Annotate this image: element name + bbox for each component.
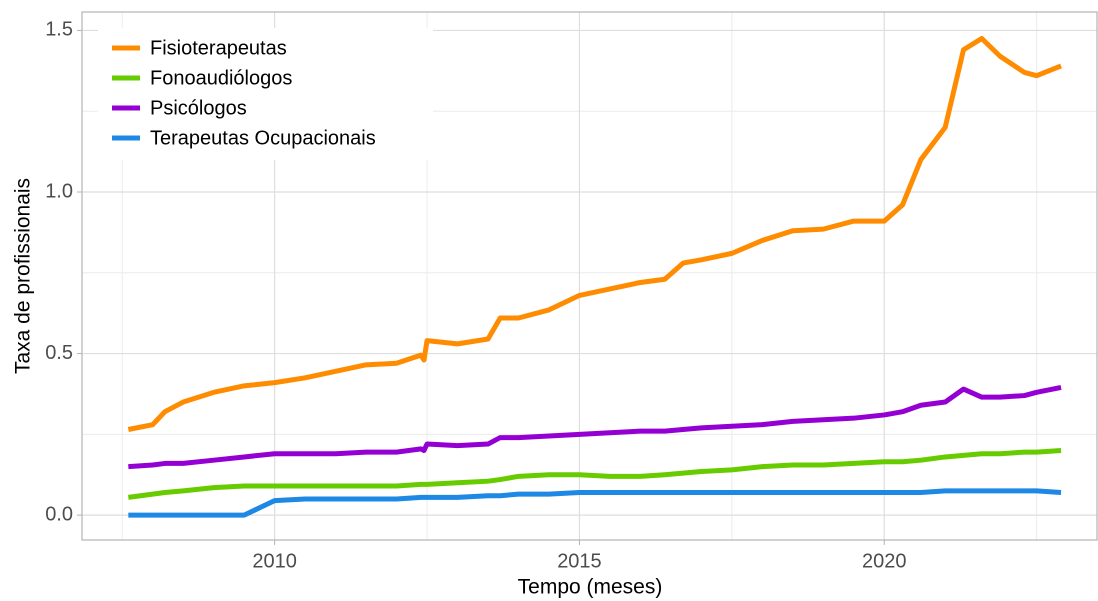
series-line: [127, 35, 1062, 432]
y-tick-label: 1.0: [45, 180, 73, 202]
x-axis-title: Tempo (meses): [518, 576, 663, 599]
legend-label: Psicólogos: [150, 97, 247, 119]
x-tick-label: 2020: [862, 550, 907, 572]
y-tick-label: 1.5: [45, 19, 73, 41]
y-tick-label: 0.0: [45, 503, 73, 525]
series-line: [128, 488, 1062, 518]
legend: Fisioterapeutas Fonoaudiólogos Psicólogos T…: [98, 28, 433, 160]
series-line: [128, 385, 1062, 470]
x-tick-label: 2015: [557, 550, 602, 572]
legend-label: Fonoaudiólogos: [150, 67, 292, 89]
legend-label: Terapeutas Ocupacionais: [150, 127, 376, 149]
y-axis-title: Taxa de profissionais: [12, 178, 35, 374]
legend-box: [98, 28, 433, 160]
legend-label: Fisioterapeutas: [150, 37, 287, 59]
x-tick-label: 2010: [252, 550, 297, 572]
panel-border: [81, 11, 1098, 541]
series-line: [128, 447, 1062, 500]
y-tick-label: 0.5: [45, 342, 73, 364]
